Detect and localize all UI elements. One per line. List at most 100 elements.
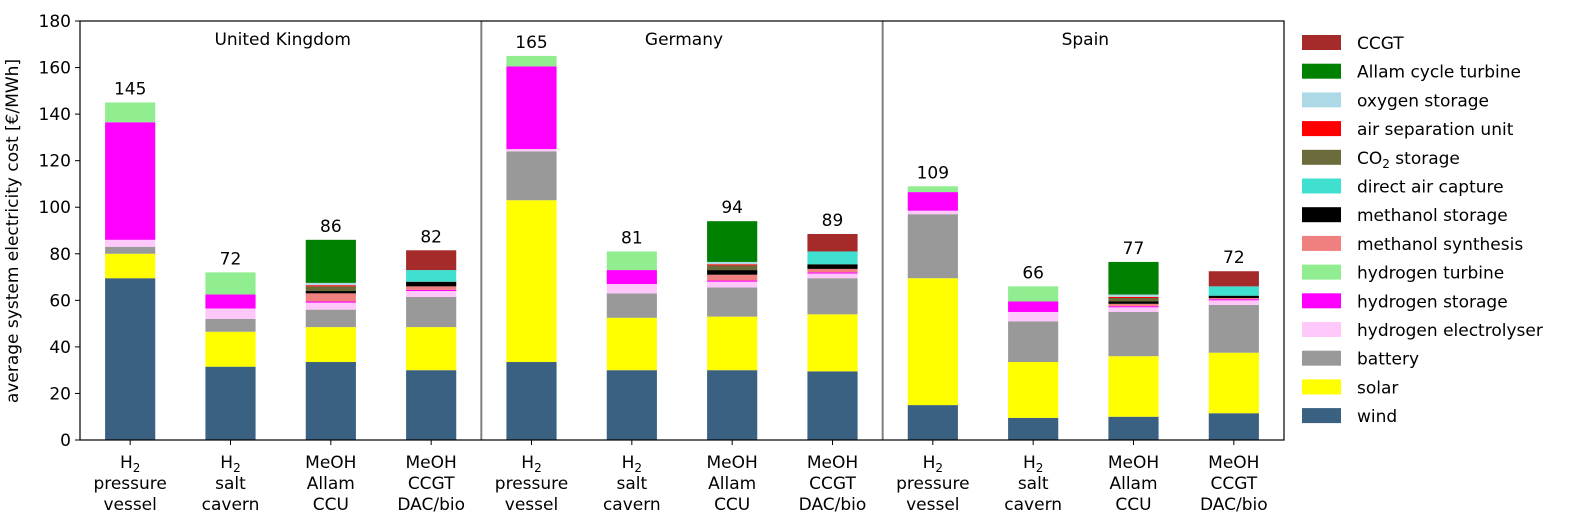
bar-segment-battery	[807, 278, 858, 315]
bar-segment-direct-air-capture	[807, 251, 858, 265]
bar-segment-allam-cycle-turbine	[1108, 261, 1159, 295]
x-tick-label-line3: vessel	[906, 495, 959, 515]
bar-total-label: 72	[220, 249, 242, 269]
bar-segment-hydrogen-electrolyser	[907, 210, 958, 215]
bar-segment-solar	[305, 327, 356, 363]
legend-label: wind	[1357, 407, 1397, 427]
legend-label: hydrogen storage	[1357, 292, 1508, 312]
y-tick-label: 20	[49, 384, 71, 404]
bar-segment-solar	[105, 253, 156, 279]
x-tick-label-line3: vessel	[505, 495, 558, 515]
bar-segment-co-storage	[707, 265, 758, 271]
bar-segment-ccgt	[406, 250, 457, 271]
legend-swatch	[1302, 322, 1341, 337]
legend-swatch	[1302, 63, 1341, 79]
bar-segment-methanol-synthesis	[305, 293, 356, 302]
legend-label-text: CO	[1357, 149, 1382, 169]
group-title: United Kingdom	[214, 30, 350, 50]
x-tick-label-line2: pressure	[93, 474, 166, 494]
legend-label: air separation unit	[1357, 120, 1514, 140]
x-tick-label-subscript: 2	[935, 461, 943, 475]
bar-total-label: 86	[320, 217, 342, 237]
x-tick-label-line2: Allam	[1109, 474, 1157, 494]
y-tick-label: 0	[60, 431, 71, 451]
legend-swatch	[1302, 264, 1341, 280]
bar-segment-hydrogen-storage	[1008, 301, 1059, 312]
bar-segment-battery	[406, 296, 457, 328]
bar-total-label: 145	[114, 79, 146, 99]
bar-segment-hydrogen-storage	[807, 272, 858, 274]
bar-segment-hydrogen-electrolyser	[105, 239, 156, 247]
bar-segment-wind	[506, 362, 557, 440]
x-tick-label-line2: pressure	[896, 474, 969, 494]
x-tick-label-line1: MeOH	[1108, 453, 1159, 473]
bar-segment-hydrogen-storage	[105, 122, 156, 240]
x-tick-label-line1: MeOH	[1208, 453, 1259, 473]
y-tick-label: 40	[49, 338, 71, 358]
bar-segment-hydrogen-storage	[205, 294, 256, 309]
bar-segment-solar	[1008, 362, 1059, 418]
bar-segment-direct-air-capture	[406, 270, 457, 282]
bar-segment-hydrogen-electrolyser	[1008, 311, 1059, 322]
legend-label: hydrogen turbine	[1357, 264, 1504, 284]
y-tick-label: 160	[39, 59, 71, 79]
y-tick-label: 100	[39, 198, 71, 218]
bar-segment-hydrogen-electrolyser	[707, 281, 758, 288]
bar-segment-methanol-storage	[305, 291, 356, 294]
bar-segment-hydrogen-turbine	[907, 186, 958, 193]
legend-label-subscript: 2	[1382, 157, 1390, 171]
x-tick-label-subscript: 2	[233, 461, 241, 475]
bar-segment-hydrogen-storage	[305, 301, 356, 303]
x-tick-label-line2: salt	[1018, 474, 1049, 494]
legend-swatch	[1302, 121, 1341, 137]
bar-segment-hydrogen-electrolyser	[807, 273, 858, 279]
y-tick-label: 60	[49, 291, 71, 311]
bar-segment-battery	[707, 287, 758, 317]
x-tick-label-line3: DAC/bio	[397, 495, 465, 515]
x-tick-label-line2: CCGT	[408, 474, 455, 494]
x-tick-label-line1: MeOH	[707, 453, 758, 473]
bar-total-label: 165	[515, 33, 547, 53]
y-axis-label: average system electricity cost [€/MWh]	[3, 59, 23, 403]
bar-segment-solar	[1208, 352, 1259, 414]
bar-total-label: 82	[420, 227, 442, 247]
bar-segment-battery	[1108, 311, 1159, 357]
bar-segment-allam-cycle-turbine	[305, 239, 356, 283]
bar-total-label: 81	[621, 228, 643, 248]
bar-segment-methanol-storage	[1208, 295, 1259, 299]
bar-segment-air-separation-unit	[707, 264, 758, 266]
bar-segment-methanol-storage	[1108, 301, 1159, 304]
bar-segment-hydrogen-turbine	[1008, 286, 1059, 302]
y-tick-label: 140	[39, 105, 71, 125]
bar-segment-hydrogen-electrolyser	[1108, 307, 1159, 312]
x-tick-label-subscript: 2	[1036, 461, 1044, 475]
legend: CCGT Allam cycle turbine oxygen storage air…	[1302, 34, 1543, 427]
x-tick-label-line2: CCGT	[1210, 474, 1257, 494]
bar-total-label: 89	[822, 211, 844, 231]
bar-segment-direct-air-capture	[1208, 286, 1259, 296]
bar-segment-oxygen-storage	[707, 261, 758, 265]
legend-swatch	[1302, 92, 1341, 108]
bar-total-label: 109	[917, 163, 949, 183]
bar-segment-wind	[205, 366, 256, 440]
x-tick-label-subscript: 2	[133, 461, 141, 475]
legend-label: methanol storage	[1357, 206, 1508, 226]
bar-segment-ccgt	[1208, 271, 1259, 287]
legend-label-text: storage	[1390, 149, 1460, 169]
legend-swatch	[1302, 293, 1341, 309]
bar-segment-wind	[105, 278, 156, 440]
bar-segment-co-storage	[1108, 298, 1159, 302]
bar-segment-hydrogen-turbine	[205, 272, 256, 295]
x-tick-label-line2: CCGT	[809, 474, 856, 494]
bar-segment-ccgt	[807, 233, 858, 252]
bar-segment-wind	[1008, 417, 1059, 440]
x-tick-label-line3: DAC/bio	[1200, 495, 1268, 515]
x-tick-label-line1: H2	[1023, 453, 1043, 475]
bar-segment-hydrogen-storage	[1108, 306, 1159, 308]
legend-label: battery	[1357, 350, 1419, 370]
bar-segment-hydrogen-electrolyser	[606, 284, 657, 294]
legend-swatch	[1302, 379, 1341, 395]
bar-segment-wind	[406, 370, 457, 440]
plot-frame	[79, 20, 1285, 441]
